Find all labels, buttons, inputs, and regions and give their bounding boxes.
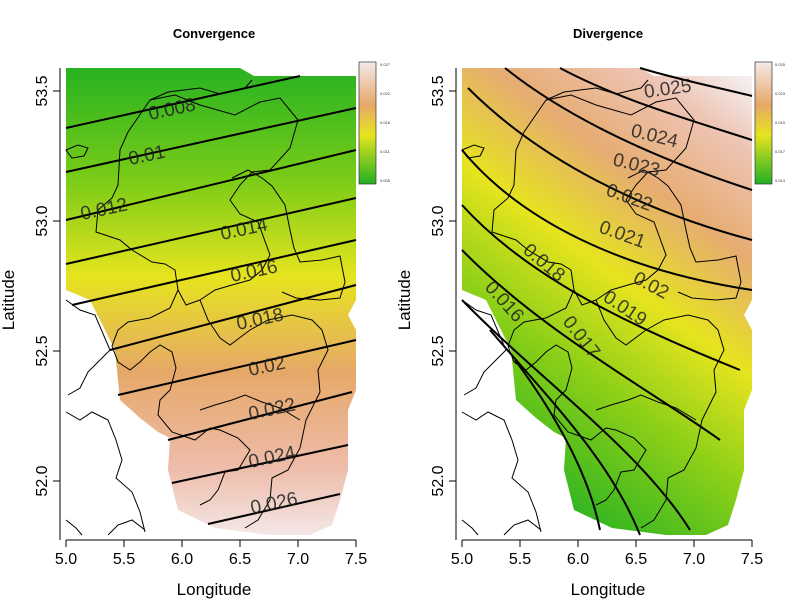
border-line — [545, 94, 695, 301]
legend-label: 0.016 — [380, 120, 391, 125]
border-line — [503, 519, 542, 536]
panel-title: Convergence — [173, 26, 255, 41]
contour-line — [109, 284, 357, 351]
y-tick-label: 53.0 — [34, 205, 51, 236]
border-line — [199, 394, 301, 421]
contour-line — [639, 67, 753, 97]
contour-line — [65, 149, 357, 221]
field-surface — [462, 68, 752, 535]
legend-label: 0.017 — [775, 149, 786, 154]
y-tick-label: 52.0 — [430, 465, 447, 496]
border-line — [65, 519, 83, 536]
border-line — [461, 144, 485, 159]
contour-line — [171, 444, 349, 484]
x-tick-label: 7.5 — [741, 551, 763, 568]
y-axis-label: Latitude — [395, 270, 414, 331]
border-line — [545, 79, 649, 101]
contour-line — [71, 239, 357, 306]
border-line — [461, 299, 507, 396]
panel-divergence: Divergence — [395, 26, 786, 599]
y-axis-label: Latitude — [0, 270, 18, 331]
legend-label: 0.025 — [775, 62, 786, 67]
contour-line — [65, 197, 357, 265]
contour-line — [559, 67, 753, 141]
contour-line — [461, 204, 741, 371]
y-tick-label: 52.5 — [34, 335, 51, 366]
x-axis-label: Longitude — [571, 580, 646, 599]
border-line — [149, 94, 299, 301]
x-tick-label: 6.0 — [171, 551, 193, 568]
legend-label: 0.019 — [775, 120, 786, 125]
region-borders — [65, 79, 346, 536]
contour-line — [467, 87, 753, 241]
contour-line — [504, 67, 753, 191]
y-tick-label: 53.5 — [34, 75, 51, 106]
border-line — [231, 169, 346, 301]
contour-lines — [461, 67, 753, 536]
legend-label: 0.011 — [380, 149, 390, 154]
x-tick-label: 7.5 — [345, 551, 367, 568]
border-line — [595, 394, 697, 421]
x-axis-label: Longitude — [177, 580, 252, 599]
legend: 0.025 0.023 0.019 0.017 0.014 — [754, 61, 786, 185]
panel-title: Divergence — [573, 26, 643, 41]
border-line — [149, 79, 253, 101]
border-line — [95, 99, 201, 306]
legend: 0.027 0.022 0.016 0.011 0.005 — [358, 61, 391, 185]
contour-line — [461, 149, 753, 291]
border-line — [461, 519, 479, 536]
x-tick-label: 6.0 — [567, 551, 589, 568]
contour-line — [167, 391, 353, 441]
contour-line — [65, 75, 301, 129]
panel-convergence: Convergence — [0, 26, 391, 599]
contour-line — [117, 339, 357, 396]
legend-label: 0.023 — [775, 91, 786, 96]
legend-label: 0.027 — [380, 62, 391, 67]
x-axis: 5.0 5.5 6.0 6.5 7.0 7.5 Longitude — [451, 539, 763, 599]
y-tick-label: 53.5 — [430, 75, 447, 106]
border-line — [65, 411, 146, 533]
y-tick-label: 52.5 — [430, 335, 447, 366]
legend-color-bar — [754, 61, 773, 185]
x-tick-label: 5.0 — [55, 551, 77, 568]
contour-line — [461, 299, 691, 531]
border-line — [461, 411, 542, 533]
border-line — [627, 169, 742, 301]
border-line — [595, 299, 725, 529]
x-tick-label: 6.5 — [229, 551, 251, 568]
field-surface — [66, 68, 356, 535]
border-line — [491, 99, 597, 306]
x-tick-label: 7.0 — [683, 551, 705, 568]
x-tick-label: 5.5 — [509, 551, 531, 568]
border-line — [111, 289, 251, 506]
legend-color-bar — [358, 61, 377, 185]
contour-line — [489, 329, 641, 536]
contour-line — [207, 493, 341, 525]
x-tick-label: 7.0 — [287, 551, 309, 568]
border-line — [199, 299, 329, 529]
legend-label: 0.005 — [380, 178, 391, 183]
border-line — [507, 289, 647, 506]
contour-line — [65, 107, 357, 173]
border-line — [107, 519, 146, 536]
contour-labels: 0.008 0.01 0.012 0.014 0.016 0.018 0.02 … — [79, 94, 300, 518]
contour-line — [514, 359, 601, 531]
border-line — [65, 299, 111, 396]
x-tick-label: 5.0 — [451, 551, 473, 568]
x-axis: 5.0 5.5 6.0 6.5 7.0 7.5 Longitude — [55, 539, 367, 599]
y-axis: 52.0 52.5 53.0 53.5 Latitude — [395, 68, 457, 540]
legend-label: 0.014 — [775, 178, 786, 183]
y-tick-label: 53.0 — [430, 205, 447, 236]
y-tick-label: 52.0 — [34, 465, 51, 496]
legend-label: 0.022 — [380, 91, 391, 96]
x-tick-label: 5.5 — [113, 551, 135, 568]
y-axis: 52.0 52.5 53.0 53.5 Latitude — [0, 68, 61, 540]
border-line — [65, 144, 89, 159]
region-borders — [461, 79, 742, 536]
x-tick-label: 6.5 — [625, 551, 647, 568]
contour-line — [461, 249, 721, 441]
contour-lines — [65, 75, 357, 525]
